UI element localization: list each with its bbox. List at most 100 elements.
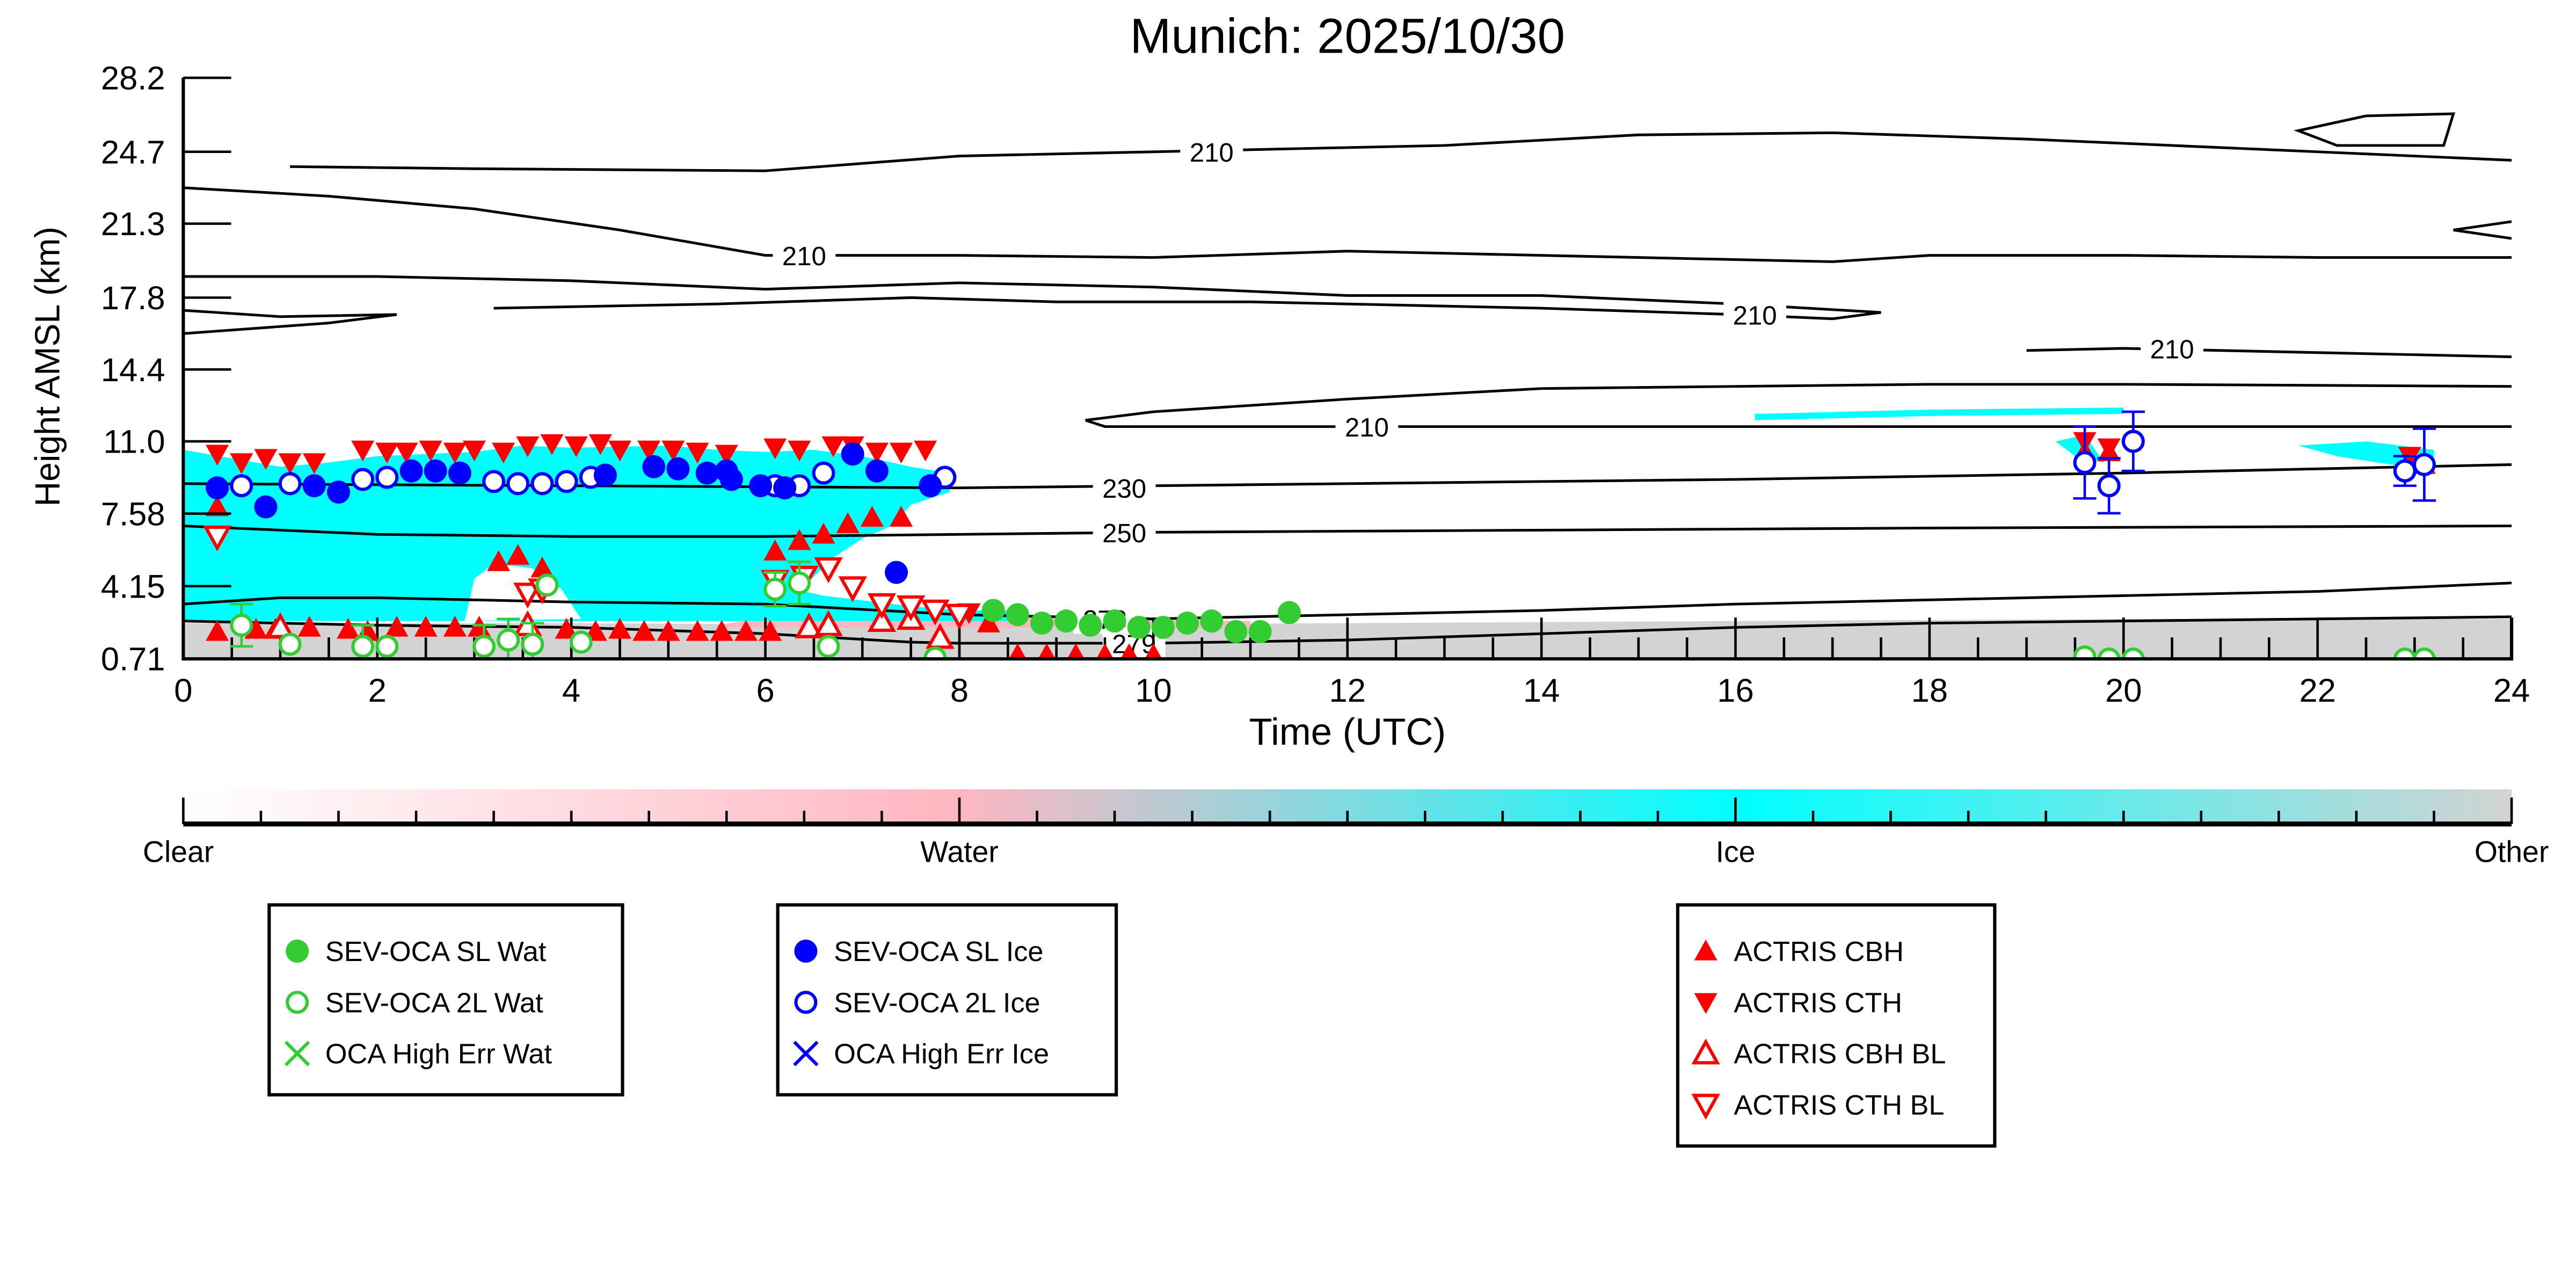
marker-actris-cbh-bl xyxy=(795,612,824,638)
contour-line xyxy=(290,131,2512,172)
contour-line xyxy=(1085,383,2512,428)
marker-actris-cbh xyxy=(890,506,913,527)
marker-actris-cbh xyxy=(443,615,467,637)
x-tick-label: 22 xyxy=(2299,672,2335,709)
contour-label: 230 xyxy=(1102,474,1146,504)
marker-actris-cth xyxy=(608,440,632,462)
contour-label: 210 xyxy=(782,242,826,271)
marker-sev-oca-sl-wat xyxy=(981,599,1005,622)
marker-actris-cth xyxy=(302,453,326,474)
marker-actris-cth-bl xyxy=(945,603,974,630)
marker-sev-oca-sl-ice xyxy=(593,463,617,487)
marker-sev-oca-sl-ice xyxy=(254,495,278,519)
legend-entry-label: SEV-OCA SL Ice xyxy=(834,936,1043,967)
marker-actris-cth-bl xyxy=(513,583,542,609)
y-axis-label: Height AMSL (km) xyxy=(28,227,67,507)
marker-actris-cbh xyxy=(555,617,578,639)
marker-sev-oca-sl-wat xyxy=(1224,620,1248,643)
marker-actris-cth xyxy=(375,442,399,464)
marker-sev-oca-2l-ice xyxy=(555,470,578,493)
contour-line xyxy=(2453,220,2512,240)
marker-actris-cth xyxy=(637,440,661,462)
marker-sev-oca-2l-ice xyxy=(2121,430,2145,453)
marker-actris-cth xyxy=(588,434,612,455)
marker-actris-cth xyxy=(890,442,913,464)
marker-sev-oca-2l-ice xyxy=(2073,450,2097,474)
marker-actris-cbh xyxy=(734,620,758,641)
contour-label-bg xyxy=(1723,300,1787,330)
x-tick-label: 12 xyxy=(1329,672,1366,709)
marker-actris-cbh xyxy=(506,544,530,565)
marker-actris-cbh xyxy=(385,615,409,637)
marker-actris-cbh xyxy=(1038,643,1056,659)
marker-sev-oca-sl-ice xyxy=(399,459,423,483)
marker-actris-cbh xyxy=(710,620,733,641)
marker-actris-cth-bl xyxy=(921,599,950,625)
marker-sev-oca-sl-ice xyxy=(884,561,908,584)
legend-box xyxy=(776,903,1118,1097)
marker-sev-oca-2l-ice xyxy=(375,465,399,489)
marker-sev-oca-sl-wat xyxy=(1030,612,1054,635)
marker-sev-oca-2l-ice xyxy=(2412,453,2436,476)
legend-marker-icon xyxy=(286,940,309,963)
legend-2: SEV-OCA SL Ice SEV-OCA 2L Ice OCA High Err… xyxy=(776,903,1118,1097)
marker-actris-cth xyxy=(492,442,515,464)
legend-marker-icon xyxy=(1691,1094,1720,1120)
marker-actris-cth xyxy=(278,453,302,474)
marker-sev-oca-sl-wat xyxy=(1277,601,1301,624)
x-tick-label: 2 xyxy=(368,672,387,709)
colorbar-label-ice: Ice xyxy=(1716,835,1756,868)
x-tick-label: 16 xyxy=(1717,672,1753,709)
marker-actris-cbh xyxy=(686,620,709,641)
contour-label-bg xyxy=(1180,137,1243,167)
marker-actris-cbh xyxy=(836,512,860,533)
contour-line xyxy=(183,525,2512,538)
legend-marker-icon xyxy=(794,940,818,963)
contour-label: 210 xyxy=(2150,334,2194,364)
marker-actris-cth-bl xyxy=(896,595,926,622)
marker-sev-oca-2l-wat xyxy=(230,614,253,637)
axes-frame xyxy=(181,77,2514,661)
marker-sev-oca-2l-wat xyxy=(497,628,520,652)
marker-sev-oca-sl-ice xyxy=(865,459,889,483)
marker-actris-cbh-bl xyxy=(867,606,897,632)
y-axis: 0.71 4.15 7.58 11.0 14.4 17.8 21.3 24.7 28.2 xyxy=(101,60,231,678)
marker-sev-oca-2l-wat xyxy=(2121,647,2145,659)
marker-actris-cbh xyxy=(337,617,360,639)
marker-actris-cbh-bl xyxy=(926,623,955,649)
marker-sev-oca-sl-ice xyxy=(748,474,773,498)
contour-label-bg xyxy=(773,240,836,271)
colorbar-label-clear: Clear xyxy=(143,835,214,868)
marker-sev-oca-sl-ice xyxy=(642,455,666,478)
marker-actris-cth xyxy=(661,440,685,462)
legend-marker-icon xyxy=(794,991,818,1014)
marker-sev-oca-sl-ice xyxy=(666,457,690,481)
marker-actris-cbh xyxy=(1009,643,1027,659)
x-tick-label: 14 xyxy=(1523,672,1560,709)
marker-actris-cth xyxy=(914,440,937,462)
marker-sev-oca-2l-ice xyxy=(278,472,302,496)
x-axis-label: Time (UTC) xyxy=(1249,710,1446,753)
marker-actris-cth xyxy=(540,434,564,455)
marker-actris-cth xyxy=(516,436,540,457)
colorbar: Clear Water Ice Other xyxy=(143,789,2549,868)
marker-actris-cbh-bl xyxy=(266,612,295,638)
marker-sev-oca-sl-ice xyxy=(424,459,447,483)
marker-sev-oca-sl-ice xyxy=(841,442,864,466)
legend-entry-label: ACTRIS CTH xyxy=(1734,987,1902,1018)
contour-label: 210 xyxy=(1733,301,1777,330)
contour-label-bg xyxy=(1093,473,1156,503)
y-tick-label: 0.71 xyxy=(101,641,165,678)
marker-actris-cbh xyxy=(1067,643,1085,659)
marker-sev-oca-sl-ice xyxy=(448,461,471,485)
legend-entry-label: SEV-OCA 2L Ice xyxy=(834,987,1040,1018)
marker-actris-cbh xyxy=(1120,643,1138,659)
contour-label: 250 xyxy=(1102,519,1146,548)
marker-sev-oca-2l-wat xyxy=(569,630,593,654)
marker-sev-oca-sl-wat xyxy=(1176,612,1199,635)
contour-label-bg xyxy=(2141,333,2204,363)
marker-sev-oca-2l-ice xyxy=(230,474,253,498)
marker-sev-oca-2l-wat xyxy=(351,635,375,658)
marker-sev-oca-sl-ice xyxy=(206,476,229,500)
marker-sev-oca-2l-wat xyxy=(2393,647,2417,659)
